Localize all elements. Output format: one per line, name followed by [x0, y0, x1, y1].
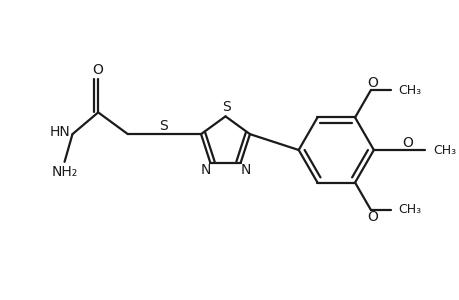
Text: S: S — [159, 119, 168, 133]
Text: S: S — [222, 100, 230, 115]
Text: O: O — [93, 63, 103, 77]
Text: NH₂: NH₂ — [51, 165, 78, 179]
Text: O: O — [367, 210, 377, 224]
Text: CH₃: CH₃ — [432, 143, 455, 157]
Text: O: O — [401, 136, 412, 150]
Text: CH₃: CH₃ — [397, 83, 421, 97]
Text: O: O — [367, 76, 377, 90]
Text: CH₃: CH₃ — [397, 203, 421, 217]
Text: N: N — [240, 163, 250, 177]
Text: N: N — [200, 163, 210, 177]
Text: HN: HN — [49, 125, 70, 139]
